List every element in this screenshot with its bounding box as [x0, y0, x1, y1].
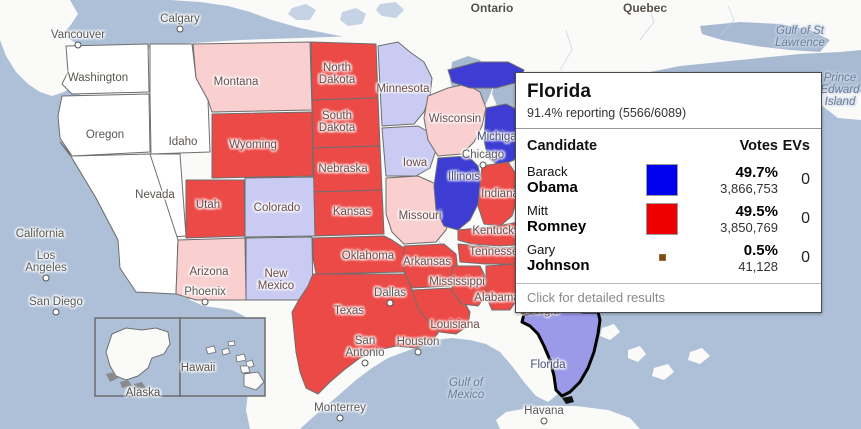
vote-percent: 49.7% — [735, 164, 778, 181]
candidate-row: Mitt Romney 49.5% 3,850,769 0 — [527, 200, 810, 239]
raw-vote-count: 3,850,769 — [720, 220, 778, 235]
tooltip-footer-link[interactable]: Click for detailed results — [527, 290, 665, 305]
tooltip-state-name: Florida — [527, 81, 592, 102]
tooltip-divider — [516, 128, 821, 129]
candidate-first-name: Mitt — [527, 203, 548, 218]
electoral-votes-cell: 0 — [801, 249, 810, 266]
results-header-row: Candidate Votes EVs — [527, 133, 810, 161]
candidate-row: Gary Johnson 0.5% 41,128 0 — [527, 239, 810, 278]
party-color-swatch-cell — [639, 161, 685, 200]
votes-cell: 0.5% 41,128 — [685, 239, 778, 278]
column-header-swatch — [639, 133, 685, 161]
candidate-row: Barack Obama 49.7% 3,866,753 0 — [527, 161, 810, 200]
raw-vote-count: 41,128 — [738, 259, 778, 274]
candidate-first-name: Gary — [527, 242, 556, 257]
party-color-swatch-cell — [639, 200, 685, 239]
tooltip-body: Candidate Votes EVs Barack Obama 49.7% 3,86… — [516, 129, 821, 283]
party-color-swatch-cell — [639, 239, 685, 278]
votes-cell: 49.5% 3,850,769 — [685, 200, 778, 239]
party-color-swatch — [646, 164, 679, 196]
electoral-votes-cell: 0 — [801, 210, 810, 227]
votes-cell: 49.7% 3,866,753 — [685, 161, 778, 200]
state-results-tooltip[interactable]: Florida 91.4% reporting (5566/6089) Cand… — [515, 72, 822, 313]
electoral-votes-cell: 0 — [801, 171, 810, 188]
candidate-first-name: Barack — [527, 164, 568, 179]
tooltip-reporting-status: 91.4% reporting (5566/6089) — [527, 106, 687, 120]
party-color-swatch — [646, 203, 679, 235]
column-header-evs: EVs — [782, 138, 810, 154]
candidate-name-cell: Mitt Romney — [527, 200, 639, 239]
vote-percent: 0.5% — [743, 242, 778, 259]
column-header-votes: Votes — [739, 138, 778, 154]
candidate-last-name: Johnson — [527, 257, 590, 274]
candidate-name-cell: Gary Johnson — [527, 239, 639, 278]
column-header-candidate: Candidate — [527, 138, 598, 154]
party-color-swatch — [658, 254, 666, 262]
candidate-last-name: Obama — [527, 179, 578, 196]
tooltip-header: Florida 91.4% reporting (5566/6089) — [516, 73, 821, 128]
vote-percent: 49.5% — [735, 203, 778, 220]
tooltip-footer-divider — [516, 283, 821, 284]
raw-vote-count: 3,866,753 — [720, 181, 778, 196]
candidate-last-name: Romney — [527, 218, 587, 235]
candidate-name-cell: Barack Obama — [527, 161, 639, 200]
results-table: Candidate Votes EVs Barack Obama 49.7% 3,86… — [527, 133, 810, 278]
